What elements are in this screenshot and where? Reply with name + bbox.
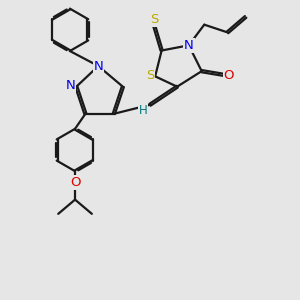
Text: N: N (184, 39, 194, 52)
Text: N: N (93, 59, 103, 73)
Text: S: S (146, 68, 154, 82)
Text: S: S (150, 14, 158, 26)
Text: N: N (66, 79, 76, 92)
Text: O: O (70, 176, 80, 189)
Text: O: O (224, 68, 234, 82)
Text: H: H (138, 104, 147, 117)
